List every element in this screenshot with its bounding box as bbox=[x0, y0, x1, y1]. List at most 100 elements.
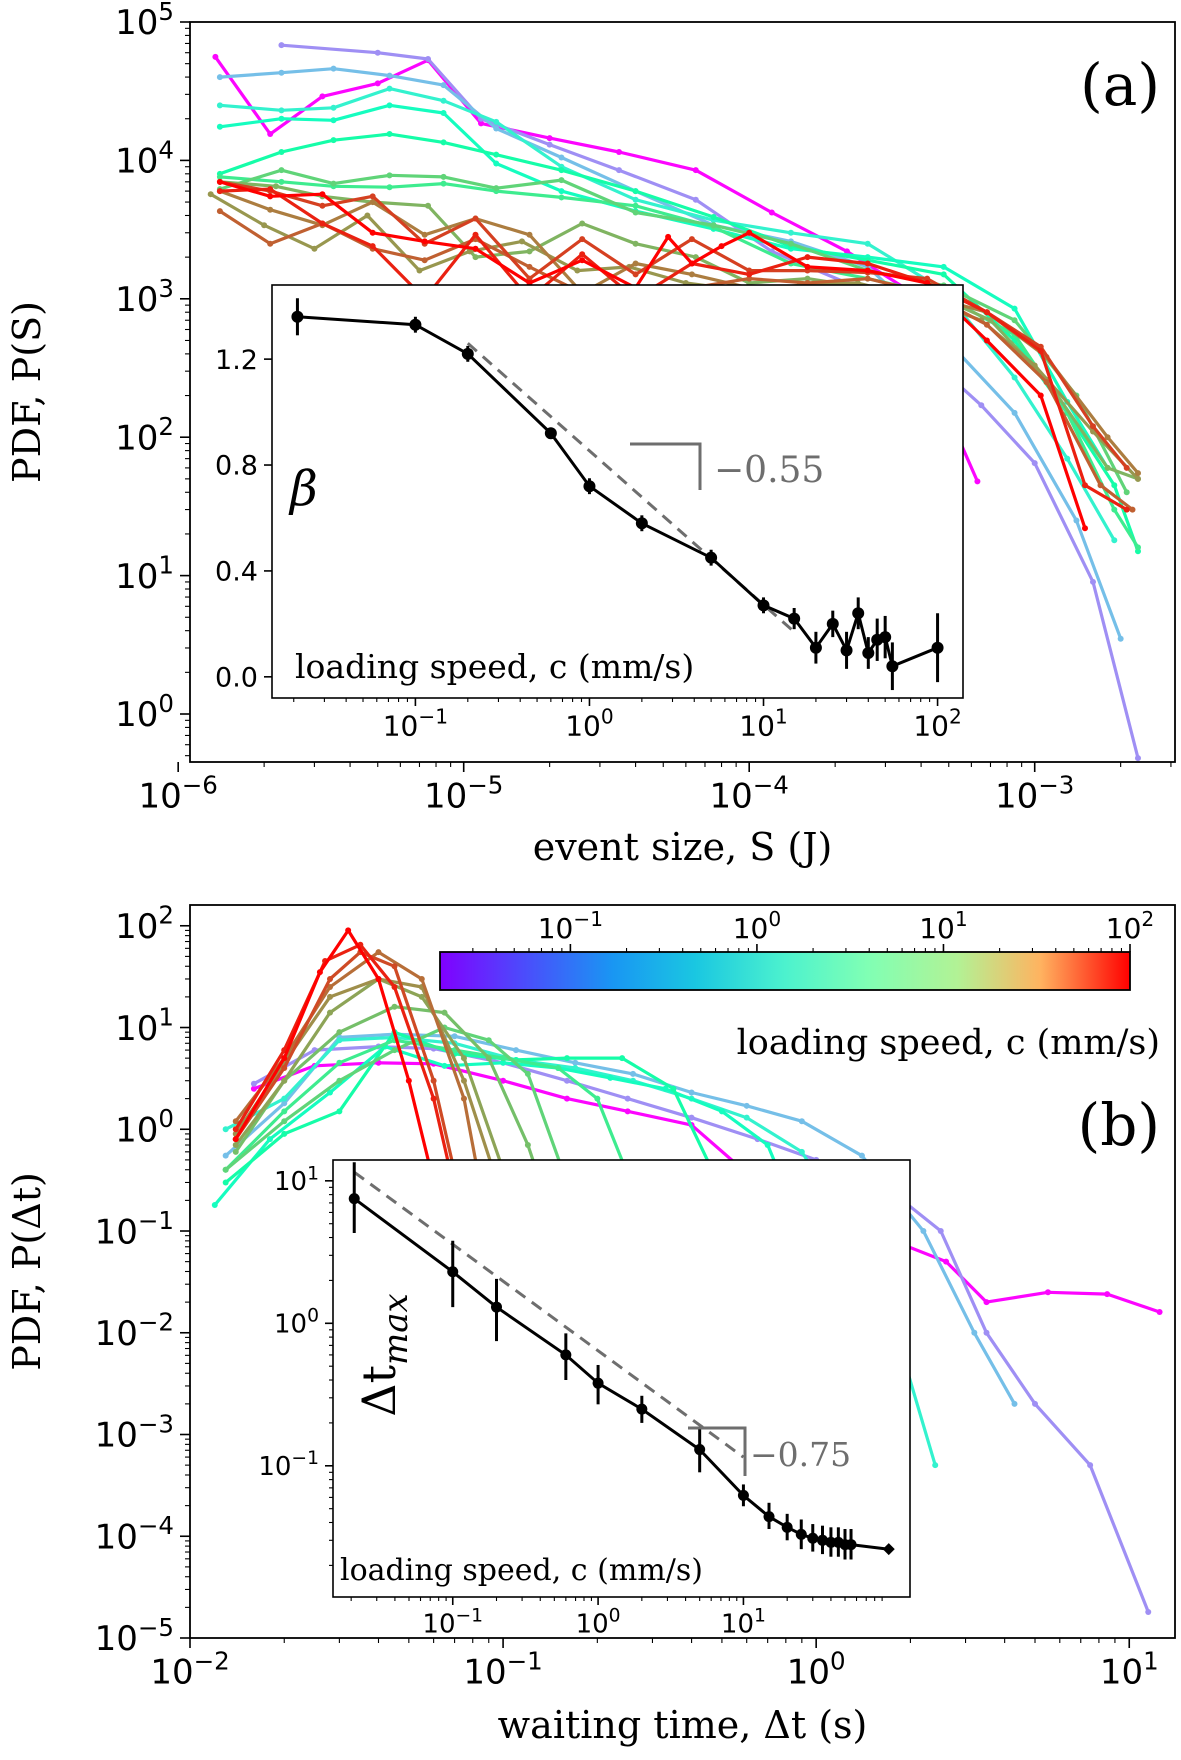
series-line bbox=[219, 187, 1128, 511]
b-axis-ytick-label: 102 bbox=[115, 901, 174, 947]
b-inset-point bbox=[882, 1543, 895, 1556]
b-ylabel: PDF, P(Δt) bbox=[5, 1172, 49, 1371]
series-point bbox=[441, 1009, 448, 1016]
series-point bbox=[632, 240, 639, 247]
a-inset-point bbox=[862, 646, 875, 659]
series-point bbox=[405, 1077, 412, 1084]
series-point bbox=[940, 263, 947, 270]
a-inset-point bbox=[788, 612, 801, 625]
series-point bbox=[526, 263, 533, 270]
series-point bbox=[932, 1462, 939, 1469]
series-point bbox=[632, 271, 639, 278]
colorbar-tick-label: 102 bbox=[1106, 907, 1154, 945]
series-point bbox=[1134, 544, 1141, 551]
series-point bbox=[319, 202, 326, 209]
series-point bbox=[500, 1059, 507, 1066]
b-axis-xtick-label: 10−1 bbox=[463, 1646, 542, 1692]
series-point bbox=[336, 1077, 343, 1084]
series-point bbox=[983, 1329, 990, 1336]
series-point bbox=[787, 229, 794, 236]
series-point bbox=[1031, 460, 1038, 467]
a-inset-xlabel: loading speed, c (mm/s) bbox=[295, 647, 694, 686]
series-point bbox=[1104, 464, 1111, 471]
series-point bbox=[546, 135, 553, 142]
series-point bbox=[579, 220, 586, 227]
series-point bbox=[336, 1059, 343, 1066]
series-line bbox=[253, 1044, 1150, 1613]
series-point bbox=[579, 257, 586, 264]
series-point bbox=[1097, 482, 1104, 489]
series-point bbox=[207, 191, 214, 198]
series-point bbox=[971, 1329, 978, 1336]
b-axis-ytick-label: 100 bbox=[115, 1104, 174, 1150]
series-point bbox=[460, 1055, 467, 1062]
series-point bbox=[472, 254, 479, 261]
series-point bbox=[418, 975, 425, 982]
a-axis-ytick-label: 103 bbox=[115, 274, 174, 320]
series-point bbox=[558, 177, 565, 184]
a-inset-bg bbox=[272, 285, 963, 698]
b-xlabel: waiting time, Δt (s) bbox=[498, 1703, 868, 1747]
panel-b-main: 10−2 10−1 100 101 10−5 10−4 10−3 10−2 10−1 100 101… bbox=[5, 901, 1176, 1747]
series-point bbox=[485, 1037, 492, 1044]
b-inset-axis-ytick-label: 101 bbox=[274, 1163, 319, 1197]
series-point bbox=[1031, 362, 1038, 369]
series-point bbox=[563, 1077, 570, 1084]
series-point bbox=[493, 185, 500, 192]
series-point bbox=[500, 1055, 507, 1062]
a-inset-point bbox=[852, 607, 865, 620]
a-inset-axis-ytick-label: 1.2 bbox=[215, 345, 258, 376]
a-axis-ytick-label: 101 bbox=[115, 551, 174, 597]
series-line bbox=[214, 55, 979, 482]
series-point bbox=[594, 1095, 601, 1102]
series-point bbox=[518, 238, 525, 245]
b-axis-xtick-label: 101 bbox=[1100, 1646, 1159, 1692]
series-point bbox=[1087, 1462, 1094, 1469]
series-point bbox=[267, 206, 274, 213]
series-point bbox=[768, 209, 775, 216]
series-point bbox=[688, 271, 695, 278]
series-point bbox=[386, 72, 393, 79]
series-point bbox=[216, 173, 223, 180]
series-point bbox=[632, 209, 639, 216]
series-point bbox=[369, 229, 376, 236]
series-point bbox=[391, 963, 398, 970]
colorbar-tick-label: 100 bbox=[733, 907, 781, 945]
series-point bbox=[1123, 506, 1130, 513]
series-point bbox=[804, 254, 811, 261]
a-inset-point bbox=[544, 427, 557, 440]
series-point bbox=[266, 1136, 273, 1143]
series-point bbox=[281, 1095, 288, 1102]
series-point bbox=[1123, 489, 1130, 496]
b-inset-point bbox=[694, 1444, 706, 1456]
b-inset-fit-line bbox=[353, 1170, 745, 1459]
series-point bbox=[526, 248, 533, 255]
series-point bbox=[278, 167, 285, 174]
series-point bbox=[336, 1108, 343, 1115]
series-point bbox=[563, 1055, 570, 1062]
series-point bbox=[579, 251, 586, 258]
series-point bbox=[616, 167, 623, 174]
series-point bbox=[326, 1089, 333, 1096]
series-point bbox=[216, 102, 223, 109]
series-point bbox=[466, 248, 473, 255]
b-axis-xtick-label: 10−2 bbox=[150, 1646, 229, 1692]
series-point bbox=[1044, 1289, 1051, 1296]
series-point bbox=[460, 1095, 467, 1102]
a-inset-point bbox=[809, 641, 822, 654]
panel-a-main: 10−6 10−5 10−4 10−3 100 101 102 103 104 105 event … bbox=[5, 0, 1176, 869]
b-axis-ytick-label: 10−2 bbox=[95, 1308, 174, 1354]
series-point bbox=[281, 1055, 288, 1062]
series-point bbox=[386, 85, 393, 92]
series-point bbox=[558, 188, 565, 195]
series-point bbox=[216, 188, 223, 195]
series-point bbox=[216, 178, 223, 185]
series-point bbox=[440, 97, 447, 104]
b-inset-point bbox=[490, 1301, 502, 1313]
a-axis-xtick-label: 10−5 bbox=[424, 770, 503, 816]
b-inset-point bbox=[560, 1349, 572, 1361]
series-point bbox=[1111, 537, 1118, 544]
b-inset-axis-xtick-label: 101 bbox=[721, 1605, 766, 1639]
series-point bbox=[746, 271, 753, 278]
series-point bbox=[336, 1029, 343, 1036]
